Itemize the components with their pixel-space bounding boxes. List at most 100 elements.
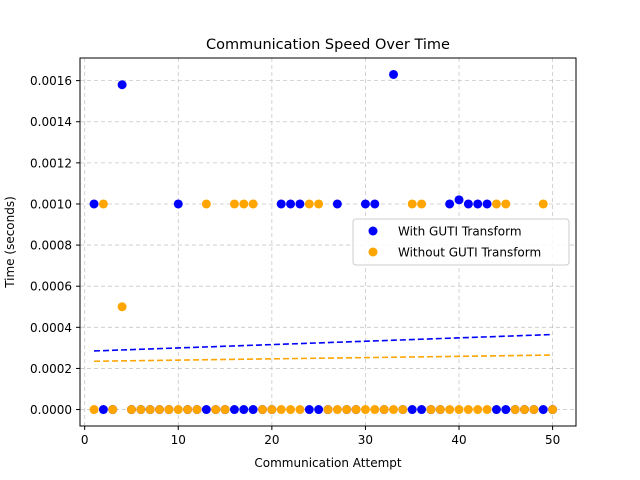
x-tick-label: 50 [545, 433, 560, 447]
data-point-series-2 [183, 405, 193, 415]
data-point-series-1 [295, 199, 305, 209]
data-point-series-1 [538, 405, 548, 415]
data-point-series-1 [286, 199, 296, 209]
x-tick-label: 30 [358, 433, 373, 447]
trend-line-series-1 [94, 333, 553, 352]
legend-label-without-guti: Without GUTI Transform [398, 246, 541, 260]
y-tick-label: 0.0004 [30, 321, 72, 335]
data-point-series-1 [473, 199, 483, 209]
trend-line-series-2 [94, 354, 553, 363]
x-axis-ticks: 0 10 20 30 40 50 [81, 426, 560, 447]
data-point-series-1 [501, 405, 511, 415]
data-point-series-1 [417, 405, 427, 415]
y-tick-label: 0.0008 [30, 239, 72, 253]
data-point-series-2 [314, 199, 324, 209]
data-point-series-2 [295, 405, 305, 415]
data-point-series-2 [239, 199, 249, 209]
y-tick-label: 0.0014 [30, 115, 72, 129]
y-tick-label: 0.0010 [30, 197, 72, 211]
legend-marker-without-guti [368, 247, 378, 257]
data-point-series-1 [248, 405, 258, 415]
data-point-series-2 [220, 405, 230, 415]
data-point-series-2 [98, 199, 108, 209]
x-tick-label: 10 [171, 433, 186, 447]
data-point-series-2 [407, 199, 417, 209]
data-point-series-1 [491, 405, 501, 415]
data-point-series-2 [473, 405, 483, 415]
data-point-series-2 [454, 405, 464, 415]
data-point-series-1 [201, 405, 211, 415]
x-tick-label: 20 [264, 433, 279, 447]
data-point-series-2 [379, 405, 389, 415]
plot-frame [79, 57, 577, 427]
data-point-series-2 [304, 199, 314, 209]
data-point-series-2 [248, 199, 258, 209]
data-point-series-1 [117, 80, 127, 90]
data-point-series-1 [239, 405, 249, 415]
y-tick-label: 0.0006 [30, 280, 72, 294]
data-point-series-1 [332, 199, 342, 209]
data-point-series-2 [173, 405, 183, 415]
data-point-series-2 [548, 405, 558, 415]
data-point-series-1 [304, 405, 314, 415]
data-point-series-2 [192, 405, 202, 415]
legend-label-with-guti: With GUTI Transform [398, 225, 522, 239]
data-point-series-1 [314, 405, 324, 415]
data-point-series-2 [267, 405, 277, 415]
data-point-series-2 [501, 199, 511, 209]
data-point-series-2 [126, 405, 136, 415]
data-point-series-2 [491, 199, 501, 209]
y-tick-label: 0.0002 [30, 362, 72, 376]
y-tick-label: 0.0016 [30, 74, 72, 88]
legend-box [352, 218, 570, 266]
data-point-series-2 [520, 405, 530, 415]
data-points [89, 69, 558, 415]
data-point-series-2 [229, 199, 239, 209]
data-point-series-2 [211, 405, 221, 415]
data-point-series-2 [482, 405, 492, 415]
data-point-series-1 [89, 199, 99, 209]
data-point-series-1 [98, 405, 108, 415]
data-point-series-2 [417, 199, 427, 209]
data-point-series-2 [136, 405, 146, 415]
x-tick-label: 40 [451, 433, 466, 447]
data-point-series-1 [360, 199, 370, 209]
data-point-series-2 [370, 405, 380, 415]
data-point-series-1 [229, 405, 239, 415]
data-point-series-2 [435, 405, 445, 415]
data-point-series-2 [286, 405, 296, 415]
data-point-series-1 [407, 405, 417, 415]
data-point-series-1 [370, 199, 380, 209]
chart-title: Communication Speed Over Time [206, 37, 450, 53]
data-point-series-2 [276, 405, 286, 415]
data-point-series-2 [89, 405, 99, 415]
legend: With GUTI Transform Without GUTI Transfo… [352, 218, 570, 266]
data-point-series-2 [145, 405, 155, 415]
data-point-series-2 [398, 405, 408, 415]
data-point-series-2 [538, 199, 548, 209]
trend-lines [94, 333, 553, 363]
data-point-series-1 [445, 199, 455, 209]
data-point-series-2 [445, 405, 455, 415]
y-tick-label: 0.0012 [30, 156, 72, 170]
data-point-series-2 [510, 405, 520, 415]
y-tick-label: 0.0000 [30, 403, 72, 417]
data-point-series-2 [360, 405, 370, 415]
data-point-series-2 [332, 405, 342, 415]
data-point-series-2 [389, 405, 399, 415]
data-point-series-2 [426, 405, 436, 415]
x-tick-label: 0 [81, 433, 89, 447]
data-point-series-2 [529, 405, 539, 415]
x-axis-label: Communication Attempt [254, 456, 401, 470]
data-point-series-1 [454, 195, 464, 205]
data-point-series-2 [351, 405, 361, 415]
legend-marker-with-guti [368, 226, 378, 236]
data-point-series-2 [342, 405, 352, 415]
data-point-series-1 [276, 199, 286, 209]
data-point-series-2 [257, 405, 267, 415]
y-axis-ticks: 0.0000 0.0002 0.0004 0.0006 0.0008 0.0010 0.00… [30, 74, 80, 417]
data-point-series-2 [201, 199, 211, 209]
data-point-series-2 [463, 405, 473, 415]
data-point-series-1 [482, 199, 492, 209]
